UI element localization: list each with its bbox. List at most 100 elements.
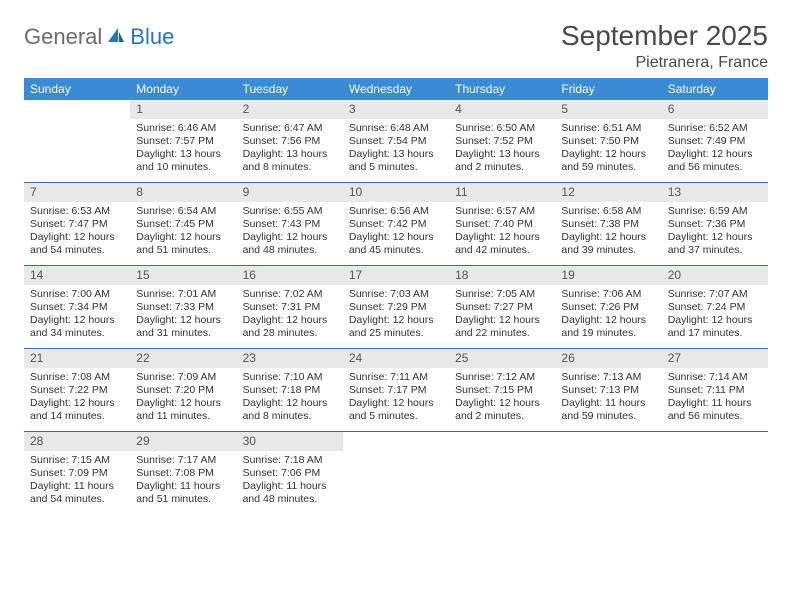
day-number: 23 <box>237 349 343 368</box>
daylight-text: and 54 minutes. <box>30 493 124 506</box>
sunset-text: Sunset: 7:36 PM <box>668 218 762 231</box>
day-number: 9 <box>237 183 343 202</box>
daylight-text: Daylight: 12 hours <box>455 397 549 410</box>
daylight-text: Daylight: 13 hours <box>136 148 230 161</box>
calendar-cell: 8Sunrise: 6:54 AMSunset: 7:45 PMDaylight… <box>130 183 236 266</box>
calendar-cell: 29Sunrise: 7:17 AMSunset: 7:08 PMDayligh… <box>130 432 236 515</box>
day-number: 27 <box>662 349 768 368</box>
daylight-text: Daylight: 12 hours <box>243 231 337 244</box>
sunrise-text: Sunrise: 7:15 AM <box>30 454 124 467</box>
day-number: 22 <box>130 349 236 368</box>
calendar-week-row: 1Sunrise: 6:46 AMSunset: 7:57 PMDaylight… <box>24 100 768 183</box>
sunrise-text: Sunrise: 7:13 AM <box>561 371 655 384</box>
calendar-cell <box>24 100 130 183</box>
sunrise-text: Sunrise: 6:48 AM <box>349 122 443 135</box>
weekday-header: Thursday <box>449 78 555 100</box>
day-details: Sunrise: 7:17 AMSunset: 7:08 PMDaylight:… <box>130 451 236 514</box>
daylight-text: Daylight: 12 hours <box>136 314 230 327</box>
daylight-text: and 51 minutes. <box>136 493 230 506</box>
daylight-text: and 45 minutes. <box>349 244 443 257</box>
sunset-text: Sunset: 7:33 PM <box>136 301 230 314</box>
daylight-text: and 42 minutes. <box>455 244 549 257</box>
sunset-text: Sunset: 7:40 PM <box>455 218 549 231</box>
daylight-text: Daylight: 12 hours <box>561 148 655 161</box>
sunset-text: Sunset: 7:27 PM <box>455 301 549 314</box>
calendar-cell: 6Sunrise: 6:52 AMSunset: 7:49 PMDaylight… <box>662 100 768 183</box>
day-number: 18 <box>449 266 555 285</box>
daylight-text: and 59 minutes. <box>561 161 655 174</box>
day-details: Sunrise: 7:12 AMSunset: 7:15 PMDaylight:… <box>449 368 555 431</box>
calendar-cell: 17Sunrise: 7:03 AMSunset: 7:29 PMDayligh… <box>343 266 449 349</box>
calendar-cell: 13Sunrise: 6:59 AMSunset: 7:36 PMDayligh… <box>662 183 768 266</box>
calendar-cell: 26Sunrise: 7:13 AMSunset: 7:13 PMDayligh… <box>555 349 661 432</box>
sunset-text: Sunset: 7:09 PM <box>30 467 124 480</box>
calendar-cell: 9Sunrise: 6:55 AMSunset: 7:43 PMDaylight… <box>237 183 343 266</box>
calendar-cell <box>449 432 555 515</box>
location: Pietranera, France <box>561 54 768 72</box>
calendar-week-row: 28Sunrise: 7:15 AMSunset: 7:09 PMDayligh… <box>24 432 768 515</box>
weekday-header: Friday <box>555 78 661 100</box>
sunrise-text: Sunrise: 7:00 AM <box>30 288 124 301</box>
sunrise-text: Sunrise: 6:52 AM <box>668 122 762 135</box>
daylight-text: and 56 minutes. <box>668 410 762 423</box>
daylight-text: Daylight: 12 hours <box>30 314 124 327</box>
logo-sail-icon <box>106 26 126 49</box>
calendar-cell <box>555 432 661 515</box>
day-details: Sunrise: 6:55 AMSunset: 7:43 PMDaylight:… <box>237 202 343 265</box>
daylight-text: Daylight: 12 hours <box>455 314 549 327</box>
daylight-text: and 5 minutes. <box>349 161 443 174</box>
calendar-cell: 23Sunrise: 7:10 AMSunset: 7:18 PMDayligh… <box>237 349 343 432</box>
daylight-text: and 14 minutes. <box>30 410 124 423</box>
weekday-header: Monday <box>130 78 236 100</box>
sunrise-text: Sunrise: 6:46 AM <box>136 122 230 135</box>
sunrise-text: Sunrise: 7:17 AM <box>136 454 230 467</box>
daylight-text: Daylight: 11 hours <box>136 480 230 493</box>
daylight-text: and 48 minutes. <box>243 493 337 506</box>
sunrise-text: Sunrise: 6:47 AM <box>243 122 337 135</box>
sunrise-text: Sunrise: 7:18 AM <box>243 454 337 467</box>
day-number: 4 <box>449 100 555 119</box>
calendar-cell: 30Sunrise: 7:18 AMSunset: 7:06 PMDayligh… <box>237 432 343 515</box>
month-title: September 2025 <box>561 20 768 52</box>
calendar-cell: 22Sunrise: 7:09 AMSunset: 7:20 PMDayligh… <box>130 349 236 432</box>
daylight-text: Daylight: 12 hours <box>561 231 655 244</box>
calendar-cell: 19Sunrise: 7:06 AMSunset: 7:26 PMDayligh… <box>555 266 661 349</box>
day-details: Sunrise: 6:51 AMSunset: 7:50 PMDaylight:… <box>555 119 661 182</box>
daylight-text: and 2 minutes. <box>455 161 549 174</box>
daylight-text: Daylight: 12 hours <box>561 314 655 327</box>
sunset-text: Sunset: 7:15 PM <box>455 384 549 397</box>
day-details: Sunrise: 7:01 AMSunset: 7:33 PMDaylight:… <box>130 285 236 348</box>
sunrise-text: Sunrise: 6:51 AM <box>561 122 655 135</box>
sunset-text: Sunset: 7:29 PM <box>349 301 443 314</box>
sunrise-text: Sunrise: 6:56 AM <box>349 205 443 218</box>
day-number: 1 <box>130 100 236 119</box>
day-details: Sunrise: 7:07 AMSunset: 7:24 PMDaylight:… <box>662 285 768 348</box>
sunrise-text: Sunrise: 7:07 AM <box>668 288 762 301</box>
daylight-text: Daylight: 12 hours <box>30 231 124 244</box>
sunset-text: Sunset: 7:13 PM <box>561 384 655 397</box>
calendar-cell: 21Sunrise: 7:08 AMSunset: 7:22 PMDayligh… <box>24 349 130 432</box>
daylight-text: and 19 minutes. <box>561 327 655 340</box>
calendar-cell: 5Sunrise: 6:51 AMSunset: 7:50 PMDaylight… <box>555 100 661 183</box>
daylight-text: Daylight: 12 hours <box>243 397 337 410</box>
daylight-text: and 22 minutes. <box>455 327 549 340</box>
calendar-cell: 2Sunrise: 6:47 AMSunset: 7:56 PMDaylight… <box>237 100 343 183</box>
sunrise-text: Sunrise: 7:06 AM <box>561 288 655 301</box>
weekday-header: Sunday <box>24 78 130 100</box>
daylight-text: Daylight: 12 hours <box>349 314 443 327</box>
calendar-cell: 15Sunrise: 7:01 AMSunset: 7:33 PMDayligh… <box>130 266 236 349</box>
day-details: Sunrise: 6:48 AMSunset: 7:54 PMDaylight:… <box>343 119 449 182</box>
daylight-text: and 51 minutes. <box>136 244 230 257</box>
sunset-text: Sunset: 7:17 PM <box>349 384 443 397</box>
daylight-text: Daylight: 12 hours <box>668 148 762 161</box>
day-details: Sunrise: 6:50 AMSunset: 7:52 PMDaylight:… <box>449 119 555 182</box>
daylight-text: Daylight: 12 hours <box>136 231 230 244</box>
sunset-text: Sunset: 7:20 PM <box>136 384 230 397</box>
day-details: Sunrise: 7:08 AMSunset: 7:22 PMDaylight:… <box>24 368 130 431</box>
day-details: Sunrise: 7:11 AMSunset: 7:17 PMDaylight:… <box>343 368 449 431</box>
day-details: Sunrise: 7:00 AMSunset: 7:34 PMDaylight:… <box>24 285 130 348</box>
day-details: Sunrise: 6:53 AMSunset: 7:47 PMDaylight:… <box>24 202 130 265</box>
daylight-text: Daylight: 12 hours <box>668 314 762 327</box>
sunset-text: Sunset: 7:54 PM <box>349 135 443 148</box>
day-number: 16 <box>237 266 343 285</box>
